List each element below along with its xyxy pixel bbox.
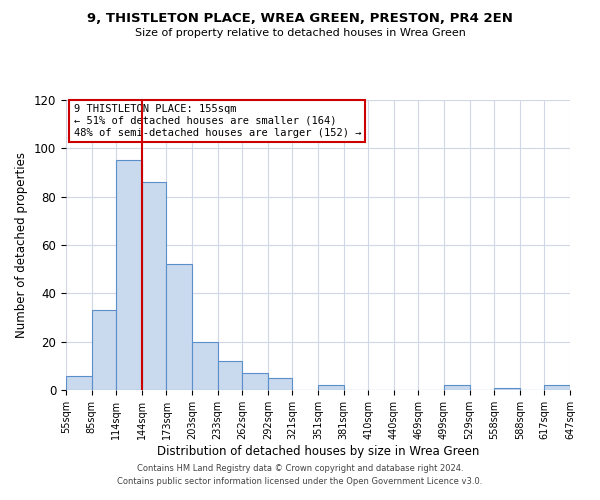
Bar [66,376,92,390]
Bar [268,378,292,390]
Text: 9, THISTLETON PLACE, WREA GREEN, PRESTON, PR4 2EN: 9, THISTLETON PLACE, WREA GREEN, PRESTON… [87,12,513,26]
X-axis label: Distribution of detached houses by size in Wrea Green: Distribution of detached houses by size … [157,444,479,458]
Y-axis label: Number of detached properties: Number of detached properties [16,152,28,338]
Text: Contains HM Land Registry data © Crown copyright and database right 2024.: Contains HM Land Registry data © Crown c… [137,464,463,473]
Text: 9 THISTLETON PLACE: 155sqm
← 51% of detached houses are smaller (164)
48% of sem: 9 THISTLETON PLACE: 155sqm ← 51% of deta… [74,104,361,138]
Bar [318,385,344,390]
Bar [494,388,520,390]
Bar [142,182,166,390]
Text: Contains public sector information licensed under the Open Government Licence v3: Contains public sector information licen… [118,477,482,486]
Bar [192,342,218,390]
Bar [444,385,470,390]
Bar [544,385,570,390]
Bar [116,160,142,390]
Bar [92,310,116,390]
Bar [218,361,242,390]
Text: Size of property relative to detached houses in Wrea Green: Size of property relative to detached ho… [134,28,466,38]
Bar [166,264,192,390]
Bar [242,373,268,390]
